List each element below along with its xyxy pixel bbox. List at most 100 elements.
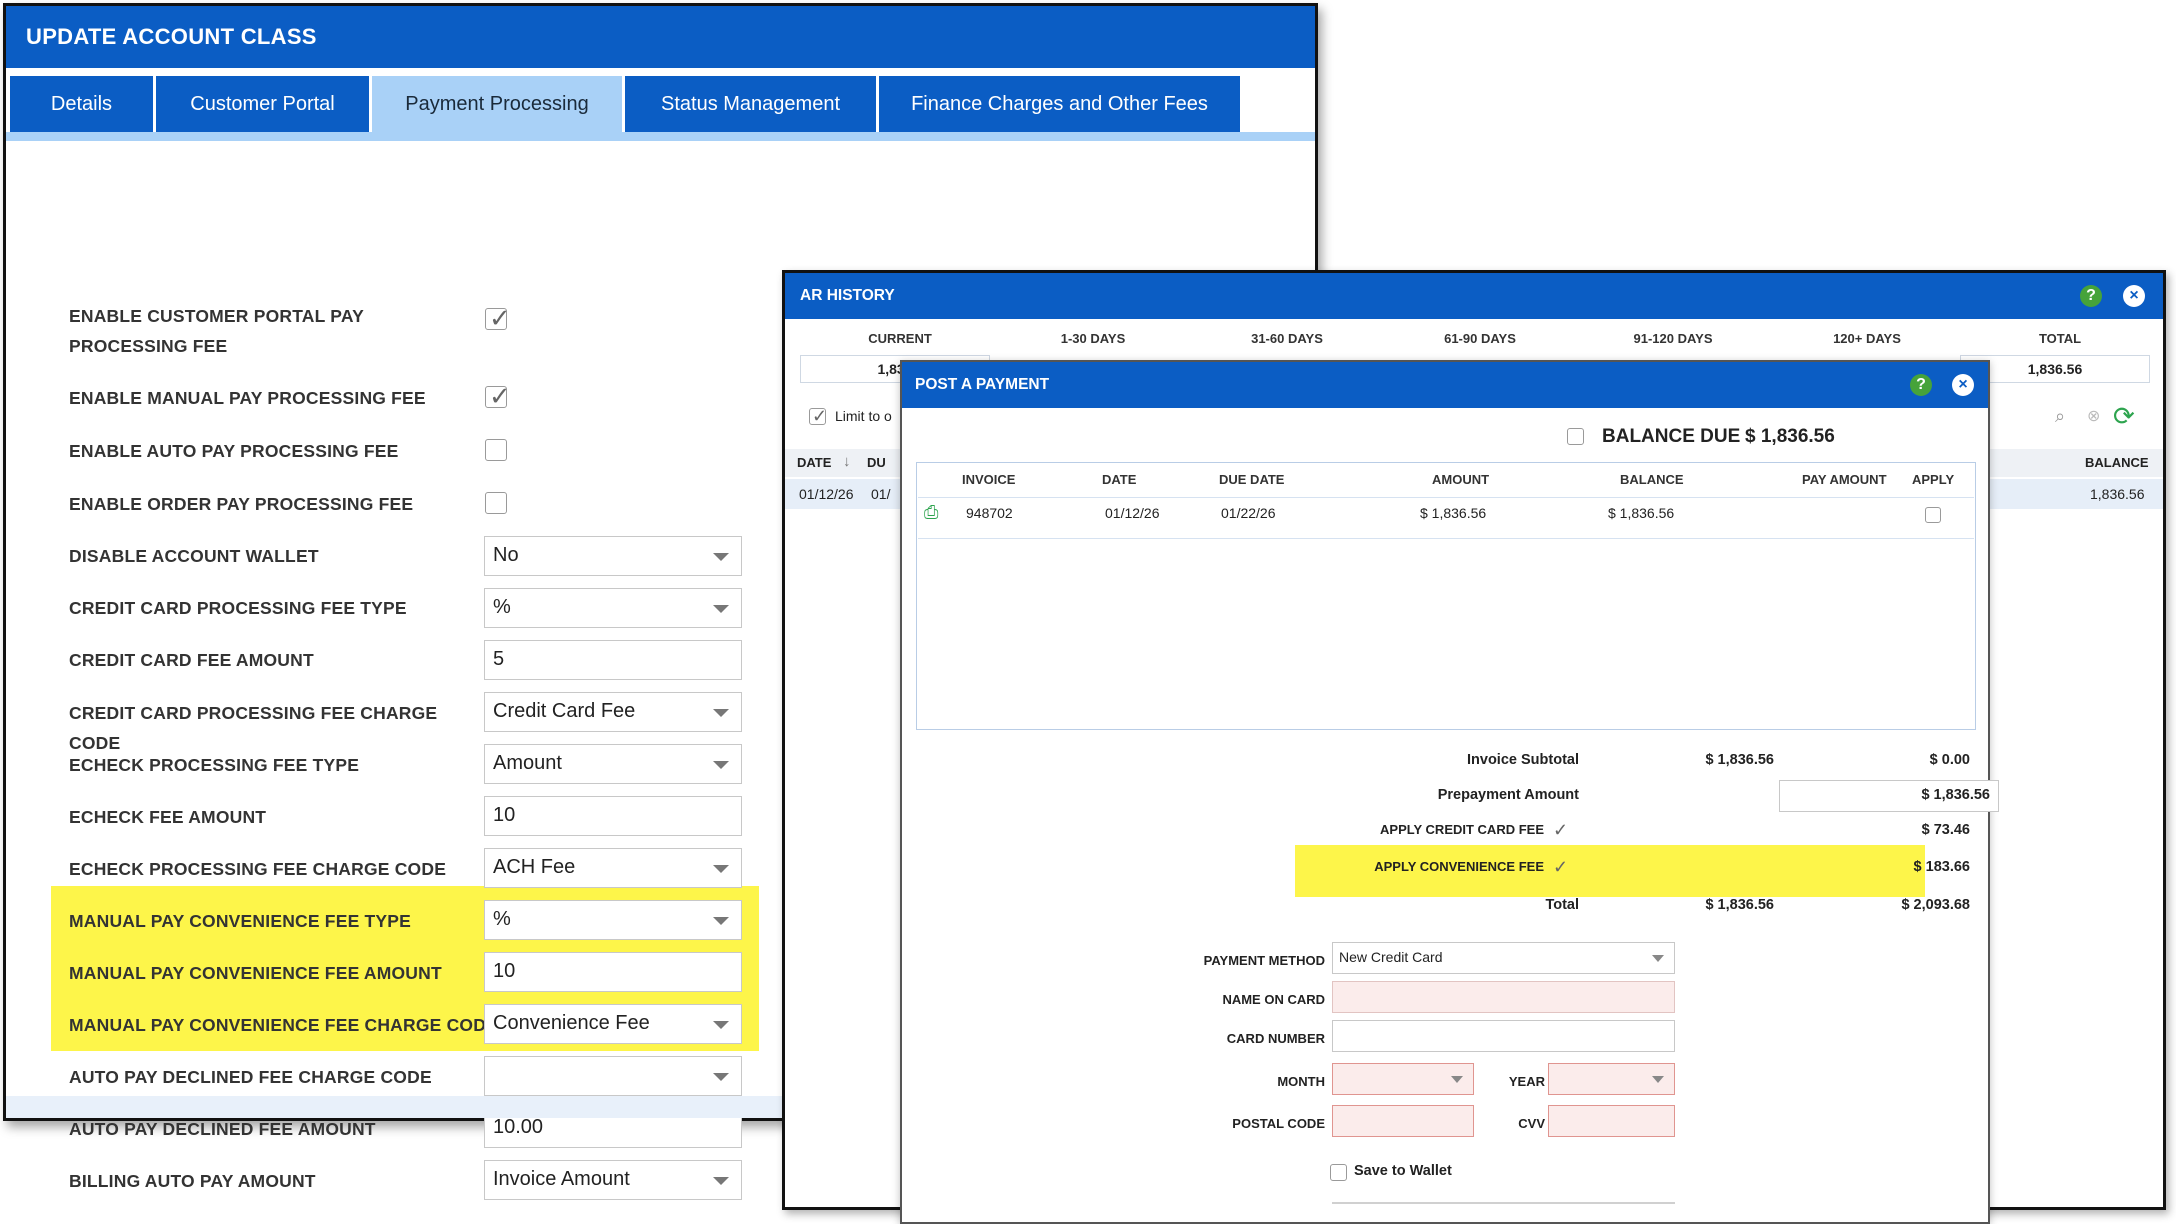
card-number-input[interactable]: [1332, 1020, 1675, 1052]
search-icon[interactable]: ⌕: [2055, 406, 2066, 426]
checkbox-limit[interactable]: ✓: [809, 406, 827, 426]
grid-row-balance: 1,836.56: [2090, 486, 2145, 502]
field-label-cc-fee-amount: CREDIT CARD FEE AMOUNT: [69, 650, 314, 670]
sort-arrow-icon[interactable]: ↓: [843, 453, 851, 470]
close-icon[interactable]: ×: [2123, 285, 2145, 307]
checkbox-cc-fee[interactable]: ✓: [1552, 820, 1570, 840]
payment-method-select[interactable]: New Credit Card: [1332, 942, 1675, 974]
field-label-disable-wallet: DISABLE ACCOUNT WALLET: [69, 546, 319, 566]
grid-header-date[interactable]: DATE: [797, 455, 832, 470]
invoice-table: [916, 462, 1976, 730]
cc-fee-label: APPLY CREDIT CARD FEE: [1380, 822, 1544, 837]
checkbox-auto-fee[interactable]: [485, 439, 507, 461]
check-icon: ✓: [489, 303, 511, 333]
refresh-icon[interactable]: ⟳: [2113, 401, 2135, 431]
select-conv-fee-type[interactable]: %: [484, 900, 742, 940]
conv-fee-label: APPLY CONVENIENCE FEE: [1374, 859, 1544, 874]
clear-icon[interactable]: ⊗: [2087, 408, 2101, 425]
postal-code-label: POSTAL CODE: [1232, 1116, 1325, 1131]
th-invoice: INVOICE: [962, 472, 1016, 487]
th-amount: AMOUNT: [1432, 472, 1490, 487]
field-label-declined-charge-code: AUTO PAY DECLINED FEE CHARGE CODE: [69, 1067, 432, 1087]
field-label-cc-fee-type: CREDIT CARD PROCESSING FEE TYPE: [69, 598, 407, 618]
select-value: Convenience Fee: [493, 1012, 650, 1034]
select-cc-fee-type[interactable]: %: [484, 588, 742, 628]
tab-details[interactable]: Details: [10, 76, 153, 132]
save-wallet-label: Save to Wallet: [1354, 1163, 1452, 1179]
select-cc-charge-code[interactable]: Credit Card Fee: [484, 692, 742, 732]
chevron-down-icon: [713, 1177, 729, 1185]
field-label-echeck-fee-type: ECHECK PROCESSING FEE TYPE: [69, 755, 360, 775]
check-icon: ✓: [1553, 820, 1569, 840]
select-value: ACH Fee: [493, 856, 576, 878]
td-date: 01/12/26: [1105, 505, 1160, 521]
chevron-down-icon: [1652, 955, 1664, 962]
field-label-manual-fee: ENABLE MANUAL PAY PROCESSING FEE: [69, 388, 426, 408]
select-echeck-charge-code[interactable]: ACH Fee: [484, 848, 742, 888]
checkbox-conv-fee[interactable]: ✓: [1552, 857, 1570, 877]
aging-header-31-60: 31-60 DAYS: [1251, 331, 1323, 346]
month-select[interactable]: [1332, 1063, 1474, 1095]
select-echeck-fee-type[interactable]: Amount: [484, 744, 742, 784]
th-balance: BALANCE: [1620, 472, 1684, 487]
cvv-label: CVV: [1518, 1116, 1545, 1131]
cc-fee-value: $ 73.46: [1921, 822, 1970, 838]
prepayment-input[interactable]: $ 1,836.56: [1779, 780, 1999, 812]
balance-due-value: $ 1,836.56: [1745, 426, 1835, 447]
year-select[interactable]: [1548, 1063, 1675, 1095]
tab-finance-charges[interactable]: Finance Charges and Other Fees: [879, 76, 1240, 132]
help-icon[interactable]: ?: [2080, 285, 2102, 307]
field-label-conv-fee-type: MANUAL PAY CONVENIENCE FEE TYPE: [69, 911, 412, 931]
tab-bar: Details Customer Portal Payment Processi…: [6, 68, 1315, 132]
select-conv-charge-code[interactable]: Convenience Fee: [484, 1004, 742, 1044]
grid-header-balance: BALANCE: [2085, 455, 2149, 470]
checkbox-save-wallet[interactable]: [1330, 1164, 1347, 1181]
name-on-card-input[interactable]: [1332, 981, 1675, 1013]
balance-due-label: BALANCE DUE: [1602, 426, 1741, 447]
field-label-conv-fee-amount: MANUAL PAY CONVENIENCE FEE AMOUNT: [69, 963, 442, 983]
checkbox-apply[interactable]: [1925, 507, 1941, 523]
printer-icon[interactable]: ⎙: [924, 502, 939, 522]
td-invoice[interactable]: 948702: [966, 505, 1013, 521]
tab-customer-portal[interactable]: Customer Portal: [156, 76, 369, 132]
select-value: New Credit Card: [1339, 949, 1443, 965]
tab-payment-processing[interactable]: Payment Processing: [372, 76, 622, 132]
close-icon[interactable]: ×: [1952, 374, 1974, 396]
select-disable-wallet[interactable]: No: [484, 536, 742, 576]
chevron-down-icon: [1451, 1076, 1463, 1083]
select-billing-auto-pay[interactable]: Invoice Amount: [484, 1160, 742, 1200]
chevron-down-icon: [713, 865, 729, 873]
help-icon[interactable]: ?: [1910, 374, 1932, 396]
next-field-edge: [1332, 1202, 1675, 1204]
total-value: $ 1,836.56: [1705, 897, 1774, 913]
total-label: Total: [1545, 897, 1579, 913]
invoice-subtotal-value: $ 1,836.56: [1705, 752, 1774, 768]
cvv-input[interactable]: [1548, 1105, 1675, 1137]
update-account-class-window: UPDATE ACCOUNT CLASS Details Customer Po…: [3, 3, 1318, 1200]
chevron-down-icon: [1652, 1076, 1664, 1083]
th-due-date: DUE DATE: [1219, 472, 1285, 487]
input-cc-fee-amount[interactable]: 5: [484, 640, 742, 680]
name-on-card-label: NAME ON CARD: [1222, 992, 1325, 1007]
conv-fee-value: $ 183.66: [1913, 859, 1970, 875]
window-title: AR HISTORY: [785, 273, 2163, 319]
aging-header-61-90: 61-90 DAYS: [1444, 331, 1516, 346]
checkbox-portal-fee[interactable]: ✓: [485, 303, 511, 333]
prepayment-label: Prepayment Amount: [1437, 787, 1579, 803]
checkbox-order-fee[interactable]: [485, 492, 507, 514]
aging-header-1-30: 1-30 DAYS: [1060, 331, 1126, 346]
field-label-declined-fee-amount: AUTO PAY DECLINED FEE AMOUNT: [69, 1119, 376, 1139]
input-echeck-fee-amount[interactable]: 10: [484, 796, 742, 836]
checkbox-manual-fee[interactable]: ✓: [485, 381, 511, 411]
tab-status-management[interactable]: Status Management: [625, 76, 876, 132]
postal-code-input[interactable]: [1332, 1105, 1474, 1137]
input-conv-fee-amount[interactable]: 10: [484, 952, 742, 992]
checkbox-balance-due[interactable]: [1567, 428, 1584, 445]
field-label-echeck-fee-amount: ECHECK FEE AMOUNT: [69, 807, 267, 827]
check-icon: ✓: [489, 381, 511, 411]
aging-header-current: CURRENT: [868, 331, 932, 346]
select-declined-charge-code[interactable]: [484, 1056, 742, 1096]
month-label: MONTH: [1277, 1074, 1325, 1089]
select-value: Amount: [493, 752, 562, 774]
field-label-echeck-charge-code: ECHECK PROCESSING FEE CHARGE CODE: [69, 859, 447, 879]
